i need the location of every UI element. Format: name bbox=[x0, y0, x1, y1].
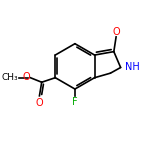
Text: CH₃: CH₃ bbox=[1, 73, 18, 82]
Text: O: O bbox=[22, 72, 30, 82]
Text: O: O bbox=[36, 98, 43, 108]
Text: F: F bbox=[72, 97, 78, 107]
Text: O: O bbox=[112, 27, 120, 37]
Text: NH: NH bbox=[125, 62, 140, 73]
